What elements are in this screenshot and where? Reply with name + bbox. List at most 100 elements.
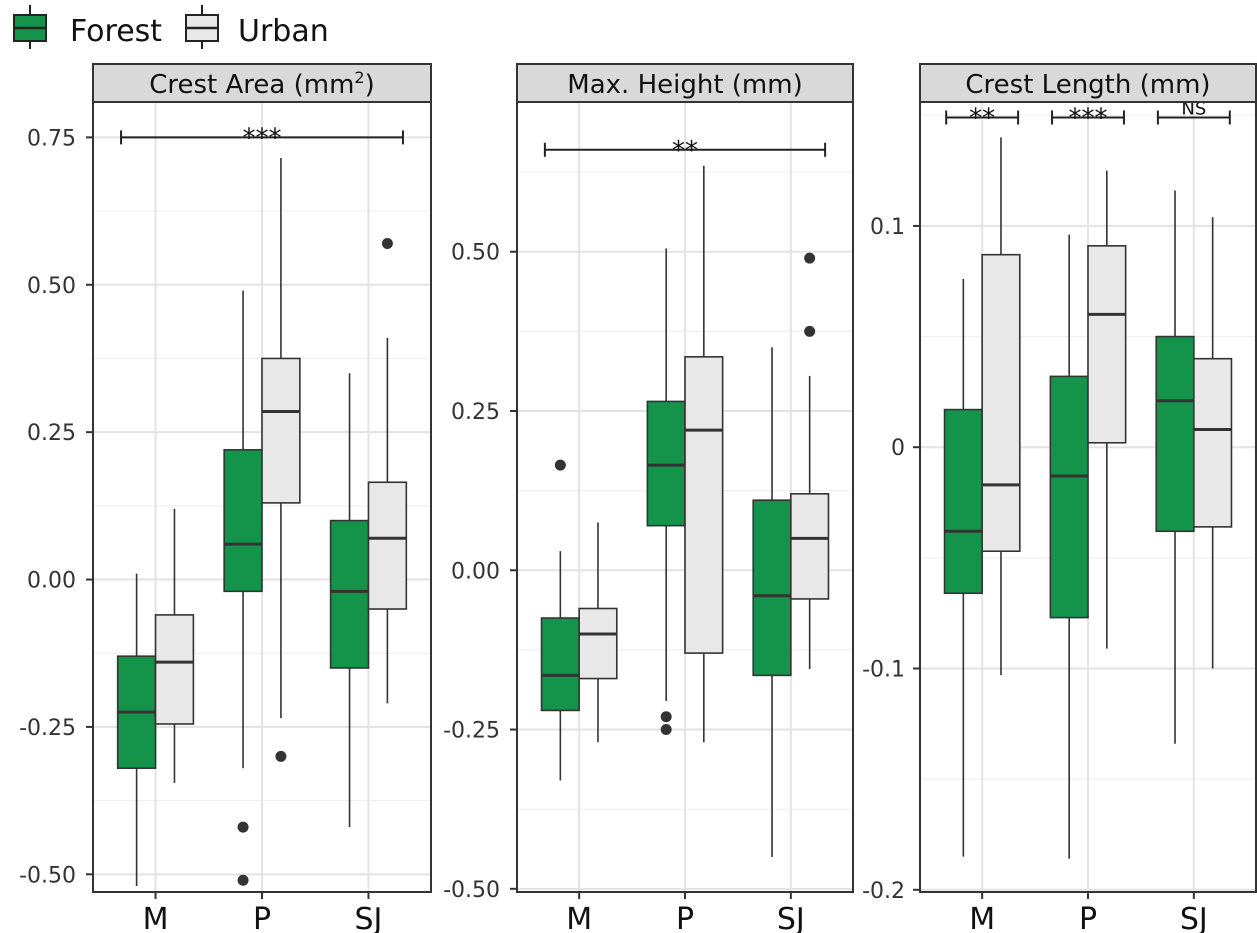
box-body	[154, 614, 195, 725]
x-axis: M P SJ	[969, 892, 1208, 933]
box-urban-m	[578, 522, 618, 743]
box-body	[540, 617, 580, 712]
panel-border	[92, 101, 432, 893]
significance-bracket: NS	[1156, 98, 1231, 125]
y-tick-label: -0.50	[19, 863, 76, 888]
box-forest-m	[943, 279, 983, 857]
significance-bracket: **	[945, 103, 1020, 133]
box-body	[646, 400, 686, 527]
panel-3: Crest Length (mm)-0.2-0.100.1M P SJ** *** NS	[862, 63, 1257, 933]
significance-annotations: ***	[120, 123, 404, 153]
outlier-point	[237, 874, 249, 886]
outlier-point	[554, 459, 566, 471]
panel-title: Crest Length (mm)	[965, 70, 1210, 100]
outlier-point	[237, 821, 249, 833]
significance-bracket: ***	[1051, 103, 1125, 133]
significance-annotations: **	[543, 136, 827, 166]
box-urban-sj	[1193, 217, 1233, 669]
box-urban-p	[684, 165, 724, 743]
box-body	[1087, 245, 1127, 444]
panel-2: Max. Height (mm) -0.50 -0.25 0.00 0.25 0.50 M P…	[443, 63, 854, 933]
outlier-point	[804, 325, 816, 337]
box-body	[1049, 375, 1089, 619]
x-tick-label: P	[253, 902, 271, 933]
box-forest-sj	[1155, 190, 1195, 744]
box-body	[1193, 357, 1233, 528]
panel-strip: Crest Area (mm2)	[92, 63, 432, 103]
legend-item-forest: Forest	[13, 5, 162, 49]
x-axis: M P SJ	[143, 892, 383, 933]
box-body	[223, 449, 263, 593]
y-axis: -0.50 -0.25 0.00 0.25 0.50 0.75	[19, 126, 93, 888]
panel-title: Crest Area (mm2)	[149, 68, 375, 100]
legend-key-urban	[185, 5, 219, 49]
box-forest-sj	[329, 373, 370, 828]
y-tick-label: 0.50	[27, 274, 76, 299]
x-tick-label: M	[566, 902, 592, 933]
y-tick-label: 0.00	[27, 569, 76, 594]
y-tick-label: -0.2	[862, 879, 905, 904]
box-body	[367, 481, 408, 610]
box-body	[1155, 335, 1195, 533]
x-axis: M P SJ	[566, 892, 805, 933]
y-tick-label: -0.1	[862, 657, 905, 682]
outlier-point	[660, 711, 672, 723]
panel-strip: Crest Length (mm)	[919, 63, 1257, 103]
panel-border	[919, 101, 1257, 893]
legend-label-forest: Forest	[70, 14, 162, 49]
legend-label-urban: Urban	[238, 14, 329, 49]
panel-border	[516, 101, 854, 893]
box-body	[943, 408, 983, 595]
y-tick-label: 0.25	[451, 400, 500, 425]
box-body	[790, 493, 830, 600]
x-tick-label: M	[143, 902, 169, 933]
box-body	[329, 519, 370, 669]
significance-bracket: **	[543, 136, 827, 166]
boxes	[540, 165, 830, 857]
y-tick-label: -0.50	[443, 878, 500, 903]
x-tick-label: SJ	[355, 902, 383, 933]
box-urban-p	[261, 158, 301, 762]
box-forest-p	[1049, 234, 1089, 859]
box-urban-m	[154, 508, 195, 783]
y-axis: -0.2 -0.1 0 0.1	[862, 215, 920, 904]
box-body	[981, 253, 1021, 553]
box-forest-p	[223, 290, 263, 886]
box-forest-m	[540, 459, 580, 781]
y-tick-label: 0	[891, 436, 905, 461]
legend-key-forest	[13, 5, 47, 49]
box-urban-p	[1087, 170, 1127, 649]
y-tick-label: -0.25	[19, 716, 76, 741]
significance-label: ***	[243, 123, 282, 153]
legend: Forest Urban	[13, 5, 329, 49]
outlier-point	[381, 237, 393, 249]
boxes	[943, 137, 1233, 859]
box-urban-m	[981, 137, 1021, 676]
y-axis: -0.50 -0.25 0.00 0.25 0.50	[443, 241, 517, 903]
box-body	[684, 356, 724, 654]
x-tick-label: SJ	[1180, 902, 1208, 933]
x-tick-label: P	[676, 902, 694, 933]
significance-bracket: ***	[120, 123, 404, 153]
box-forest-m	[116, 573, 157, 887]
box-urban-sj	[790, 252, 830, 670]
box-body	[261, 357, 301, 504]
boxes	[116, 158, 408, 887]
legend-item-urban: Urban	[185, 5, 329, 49]
x-tick-label: M	[969, 902, 995, 933]
x-tick-label: P	[1079, 902, 1097, 933]
y-tick-label: 0.75	[27, 126, 76, 151]
outlier-point	[804, 252, 816, 264]
y-tick-label: 0.1	[870, 215, 905, 240]
y-tick-label: 0.50	[451, 241, 500, 266]
panels: Crest Area (mm2) -0.50 -0.25 0.00 0.25 0.50 0.…	[19, 63, 1257, 933]
outlier-point	[660, 724, 672, 736]
significance-label: **	[969, 103, 995, 133]
significance-annotations: ** *** NS	[945, 98, 1231, 133]
panel-title: Max. Height (mm)	[567, 70, 802, 100]
y-tick-label: 0.25	[27, 421, 76, 446]
outlier-point	[275, 750, 287, 762]
box-urban-sj	[367, 237, 408, 704]
box-body	[752, 499, 792, 677]
